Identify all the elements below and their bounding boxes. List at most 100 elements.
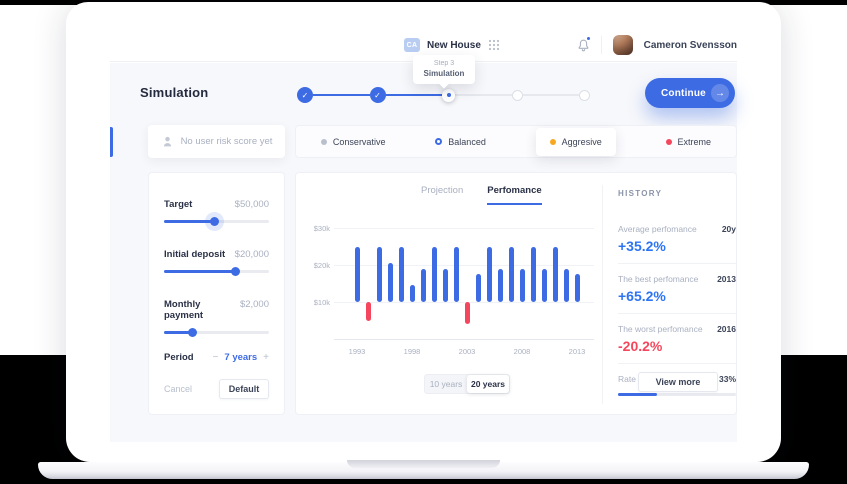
toggle-10-years[interactable]: 10 years [429, 379, 463, 389]
stepper-step-5[interactable] [579, 89, 590, 101]
history-row-meta: 20y [721, 224, 736, 234]
period-stepper: − 7 years + [213, 352, 269, 363]
slider-handle[interactable] [188, 328, 198, 337]
bell-icon [578, 39, 588, 52]
bar-2006 [497, 268, 503, 302]
history-row-divider [618, 363, 736, 364]
param-value: $20,000 [234, 249, 269, 260]
risk-option-label: Aggresive [561, 136, 602, 147]
bar-1997 [398, 246, 404, 302]
history-panel: HISTORY Average perfomance 20y +35.2% The b… [618, 189, 736, 396]
cancel-button[interactable]: Cancel [164, 384, 193, 394]
slider-fill [164, 331, 193, 334]
section-accent-bar [110, 127, 113, 157]
bar-2002 [453, 246, 459, 302]
history-row-label: The worst perfomance [618, 324, 703, 334]
history-row-meta: 2013 [717, 274, 736, 284]
gridline-$20k [334, 265, 594, 266]
bar-2000 [431, 246, 437, 302]
slider-track[interactable] [164, 267, 269, 276]
period-decrease-button[interactable]: − [212, 352, 219, 363]
slider-fill [164, 270, 236, 273]
continue-button[interactable]: Continue → [645, 78, 735, 108]
radio-ring-icon [435, 138, 443, 145]
bar-2013 [574, 274, 580, 302]
param-head: Target $50,000 [164, 199, 269, 210]
project-switcher[interactable]: CA New House [404, 35, 500, 55]
toggle-20-years[interactable]: 20 years [467, 375, 509, 393]
bar-2008 [519, 268, 525, 302]
risk-score-empty-label: No user risk score yet [180, 136, 273, 147]
period-increase-button[interactable]: + [263, 352, 269, 363]
risk-option-aggresive[interactable]: Aggresive [535, 127, 616, 156]
color-dot-icon [549, 138, 556, 145]
y-axis-tick: $10k [313, 298, 330, 307]
continue-label: Continue [661, 87, 706, 99]
color-dot-icon [665, 138, 672, 145]
slider-handle[interactable] [210, 217, 220, 226]
range-toggle: 10 years 20 years [424, 374, 510, 394]
history-rows: Average perfomance 20y +35.2% The best perf… [618, 224, 736, 364]
param-head: Monthly payment $2,000 [164, 299, 269, 321]
history-row-value: +65.2% [618, 288, 666, 304]
period-value: 7 years [224, 352, 258, 363]
view-more-button[interactable]: View more [638, 372, 718, 392]
risk-option-extreme[interactable]: Extreme [665, 137, 711, 147]
slider-track[interactable] [164, 217, 269, 226]
history-row-value: +35.2% [618, 238, 666, 254]
tooltip-name: Simulation [423, 69, 465, 78]
notifications-button[interactable] [577, 36, 591, 52]
bar-1994 [365, 302, 371, 321]
user-name: Cameron Svensson [643, 39, 737, 51]
risk-option-balanced[interactable]: Balanced [435, 137, 486, 147]
param-value: $50,000 [234, 199, 269, 210]
rate-row: Rate 33% [618, 374, 736, 396]
topbar-divider [600, 36, 602, 54]
laptop-notch [347, 460, 500, 468]
param-initial-deposit: Initial deposit $20,000 [149, 223, 284, 276]
grid-apps-icon[interactable] [488, 39, 500, 51]
param-label: Monthly payment [164, 299, 204, 321]
gridline-$10k [334, 302, 594, 303]
history-row: The best perfomance 2013 +65.2% [618, 274, 736, 314]
period-label: Period [164, 352, 194, 363]
slider-fill [164, 220, 215, 223]
user-icon [163, 136, 171, 147]
avatar[interactable] [612, 35, 633, 55]
tab-projection[interactable]: Projection [421, 185, 464, 196]
y-axis-tick: $20k [313, 261, 330, 270]
bar-2010 [541, 268, 547, 302]
default-button[interactable]: Default [219, 379, 269, 399]
stepper-step-3[interactable] [442, 88, 455, 102]
tab-perfomance[interactable]: Perfomance [487, 185, 542, 205]
risk-option-conservative[interactable]: Conservative [320, 136, 386, 147]
history-row-head: The best perfomance 2013 [618, 274, 736, 284]
history-row-label: The best perfomance [618, 274, 699, 284]
stepper-step-1[interactable]: ✓ [297, 87, 313, 103]
parameters-card: Target $50,000 Initial deposit $20,000 Month… [148, 172, 285, 415]
stepper-connector [522, 94, 579, 96]
slider-track[interactable] [164, 328, 269, 337]
params-actions: Cancel Default [149, 363, 284, 399]
stepper-step-2[interactable]: ✓ [369, 87, 386, 103]
risk-option-label: Conservative [332, 136, 386, 147]
laptop-base [38, 462, 809, 479]
history-row-head: Average perfomance 20y [618, 224, 736, 234]
bar-2011 [552, 246, 558, 302]
rate-progress-bar[interactable] [618, 393, 736, 396]
bar-2005 [486, 246, 492, 302]
user-menu[interactable]: Cameron Svensson [577, 33, 737, 57]
bar-1998 [409, 285, 415, 302]
slider-handle[interactable] [231, 267, 241, 276]
step-tooltip: Step 3 Simulation [413, 55, 475, 89]
x-axis-tick: 2013 [568, 347, 586, 356]
history-row-meta: 2016 [717, 324, 736, 334]
risk-option-label: Balanced [448, 136, 486, 147]
history-title: HISTORY [618, 189, 663, 198]
project-name: New House [427, 39, 481, 51]
stepper-connector [385, 94, 442, 96]
history-row-head: The worst perfomance 2016 [618, 324, 736, 334]
x-axis-line [334, 339, 594, 340]
stepper-step-4[interactable] [511, 89, 523, 101]
